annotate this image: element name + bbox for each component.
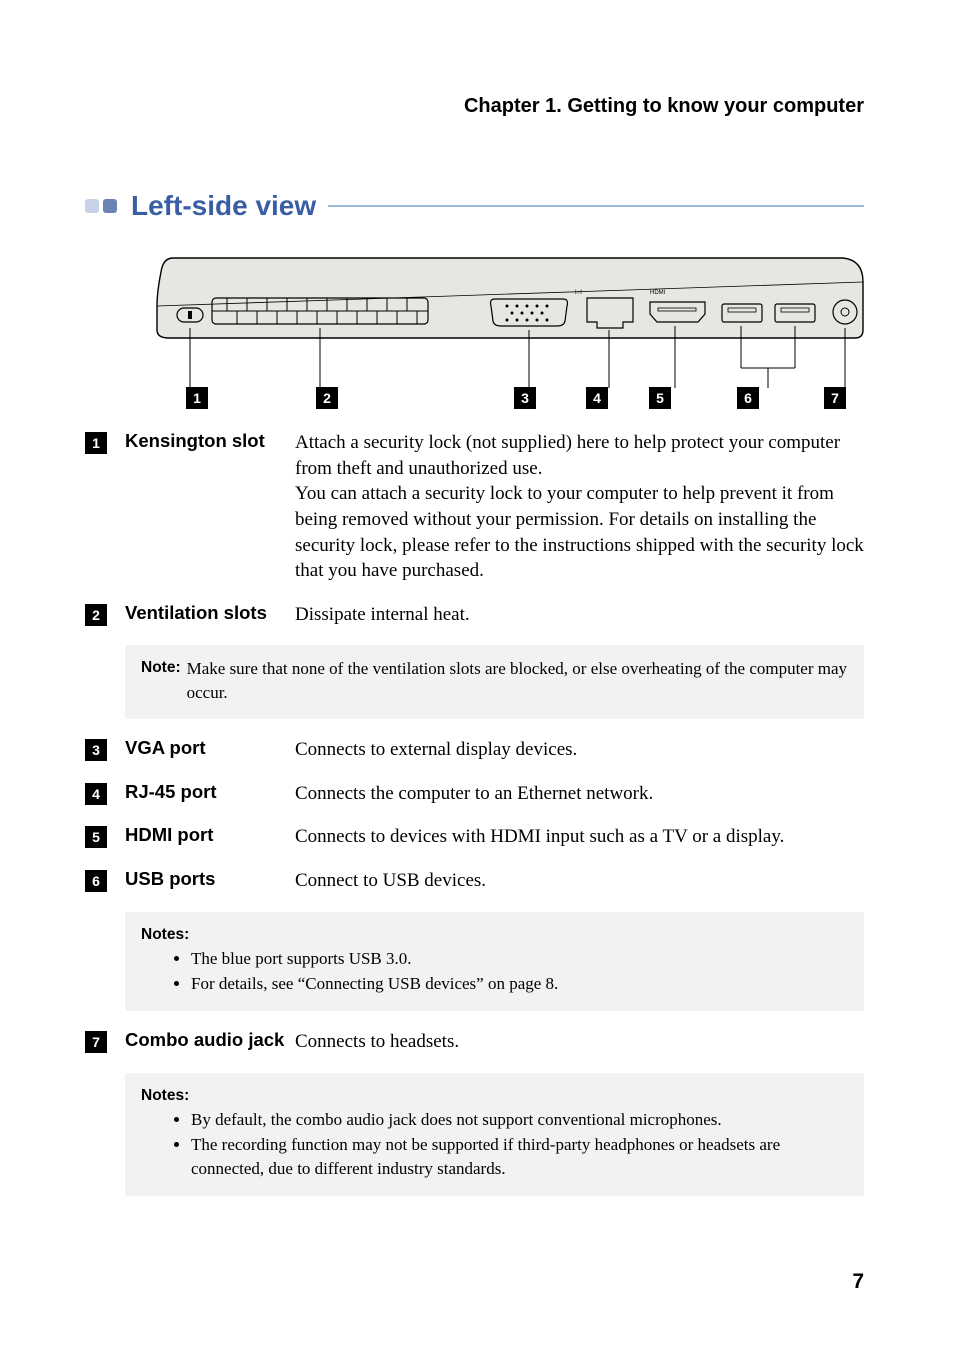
callout-row: 1 2 3 4 5 6 7 [155,387,870,413]
bullet-2 [103,199,117,213]
callout-6: 6 [737,387,759,409]
def-row-6: 6USB portsConnect to USB devices. [85,868,864,894]
laptop-side-svg: I○I HDMI [155,248,870,388]
def-text-1: Attach a security lock (not supplied) he… [295,430,864,584]
callout-3: 3 [514,387,536,409]
note-box: Notes:The blue port supports USB 3.0.For… [125,912,864,1011]
bullet-1 [85,199,99,213]
def-row-4: 4RJ-45 portConnects the computer to an E… [85,781,864,807]
def-row-3: 3VGA portConnects to external display de… [85,737,864,763]
callout-7: 7 [824,387,846,409]
svg-text:I○I: I○I [575,290,582,296]
svg-text:HDMI: HDMI [650,290,666,296]
note-list: By default, the combo audio jack does no… [191,1108,848,1180]
def-label-2: Ventilation slots [107,602,295,628]
def-text-3: Connects to external display devices. [295,737,864,763]
def-row-2: 2Ventilation slotsDissipate internal hea… [85,602,864,628]
def-label-6: USB ports [107,868,295,894]
page-number: 7 [852,1270,864,1294]
def-num-1: 1 [85,432,107,454]
note-item: By default, the combo audio jack does no… [191,1108,848,1132]
note-box: Notes:By default, the combo audio jack d… [125,1073,864,1196]
def-num-2: 2 [85,604,107,626]
def-text-5: Connects to devices with HDMI input such… [295,824,864,850]
def-row-1: 1Kensington slotAttach a security lock (… [85,430,864,584]
section-title: Left-side view [131,190,316,222]
callout-5: 5 [649,387,671,409]
section-title-row: Left-side view [85,190,864,222]
def-label-1: Kensington slot [107,430,295,584]
section-bullets [85,199,117,213]
def-num-3: 3 [85,739,107,761]
note-label: Note: [141,657,187,705]
note-item: The recording function may not be suppor… [191,1133,848,1181]
note-label: Notes: [141,1085,848,1107]
note-list: The blue port supports USB 3.0.For detai… [191,947,848,996]
section-title-rule [328,205,864,207]
callout-4: 4 [586,387,608,409]
def-num-6: 6 [85,870,107,892]
def-label-5: HDMI port [107,824,295,850]
def-row-5: 5HDMI portConnects to devices with HDMI … [85,824,864,850]
def-text-4: Connects the computer to an Ethernet net… [295,781,864,807]
body-content: 1Kensington slotAttach a security lock (… [85,430,864,1214]
note-text: Make sure that none of the ventilation s… [187,657,848,705]
note-box: Note:Make sure that none of the ventilat… [125,645,864,719]
callout-2: 2 [316,387,338,409]
def-row-7: 7Combo audio jackConnects to headsets. [85,1029,864,1055]
def-label-4: RJ-45 port [107,781,295,807]
def-text-6: Connect to USB devices. [295,868,864,894]
callout-1: 1 [186,387,208,409]
note-item: The blue port supports USB 3.0. [191,947,848,971]
def-num-5: 5 [85,826,107,848]
def-num-4: 4 [85,783,107,805]
note-item: For details, see “Connecting USB devices… [191,972,848,996]
def-text-7: Connects to headsets. [295,1029,864,1055]
left-side-diagram: I○I HDMI 1 2 3 4 5 6 7 [155,248,870,413]
note-label: Notes: [141,924,848,946]
def-num-7: 7 [85,1031,107,1053]
def-text-2: Dissipate internal heat. [295,602,864,628]
def-label-3: VGA port [107,737,295,763]
def-label-7: Combo audio jack [107,1029,295,1055]
chapter-header: Chapter 1. Getting to know your computer [464,95,864,118]
